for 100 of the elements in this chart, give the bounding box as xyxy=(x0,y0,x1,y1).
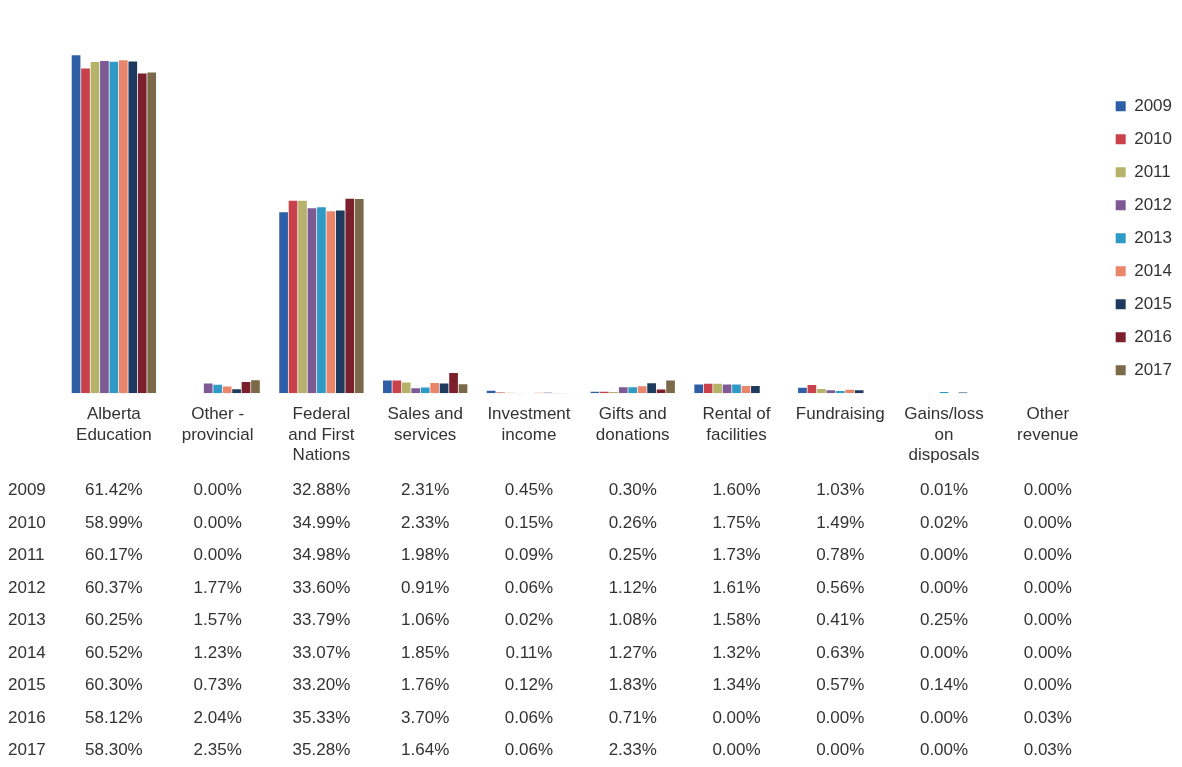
x-tick-label: Federal and First Nations xyxy=(288,404,355,464)
data-label: 0.00% xyxy=(919,740,969,760)
data-label: 1.77% xyxy=(193,577,242,597)
bar xyxy=(392,380,402,394)
data-label: 0.78% xyxy=(816,545,865,565)
data-label: 0.71% xyxy=(608,707,657,727)
data-label: 1.06% xyxy=(401,610,450,630)
bar xyxy=(401,382,411,394)
data-label: 0.56% xyxy=(816,577,865,597)
bar xyxy=(241,382,251,394)
bar xyxy=(288,200,298,394)
x-tick-label: Alberta Education xyxy=(76,404,152,444)
data-label: 0.11% xyxy=(505,642,553,662)
data-label: 58.30% xyxy=(85,740,143,760)
bar xyxy=(345,198,355,394)
data-label: 1.64% xyxy=(401,740,450,760)
data-label: 0.00% xyxy=(1023,642,1072,662)
bar xyxy=(656,389,666,394)
x-tick-label: Fundraising xyxy=(795,404,885,424)
data-label: 1.76% xyxy=(401,675,450,695)
data-label: 0.26% xyxy=(608,512,657,532)
data-label: 0.03% xyxy=(1023,740,1072,760)
data-label: 35.33% xyxy=(292,707,351,727)
bar xyxy=(647,383,656,394)
data-label: 33.20% xyxy=(292,675,351,695)
bar xyxy=(298,200,307,394)
bar xyxy=(420,387,430,394)
legend-label: 2010 xyxy=(1134,128,1173,148)
data-label: 0.63% xyxy=(816,642,865,662)
text: 2015 xyxy=(8,675,46,695)
data-label: 0.00% xyxy=(919,642,969,662)
bar xyxy=(251,380,260,394)
text: 2012 xyxy=(8,577,46,597)
legend-label: 2009 xyxy=(1134,95,1173,115)
data-label: 33.79% xyxy=(292,610,351,630)
x-tick-label: Gifts and donations xyxy=(595,404,670,444)
data-label: 1.49% xyxy=(816,512,865,532)
data-label: 33.07% xyxy=(292,642,351,662)
bar xyxy=(118,60,128,394)
bar xyxy=(854,390,864,394)
data-label: 0.00% xyxy=(919,707,969,727)
bar xyxy=(817,389,826,394)
data-label: 0.00% xyxy=(816,740,865,760)
data-label: 0.09% xyxy=(504,545,554,565)
x-tick-label: Gains/loss on disposals xyxy=(904,404,984,464)
bar xyxy=(100,61,109,394)
data-label: 60.52% xyxy=(85,642,143,662)
bar xyxy=(666,380,675,394)
data-label: 2.33% xyxy=(401,512,450,532)
bar xyxy=(109,61,119,394)
bar xyxy=(81,68,90,394)
data-label: 60.30% xyxy=(85,675,143,695)
data-label: 1.75% xyxy=(712,512,761,532)
data-label: 0.00% xyxy=(1023,545,1072,565)
data-label: 1.73% xyxy=(712,545,761,565)
data-label: 0.00% xyxy=(1023,675,1072,695)
data-label: 2.04% xyxy=(193,707,242,727)
data-label: 1.83% xyxy=(608,675,657,695)
x-tick-label: Other revenue xyxy=(1017,404,1079,444)
data-label: 58.12% xyxy=(85,707,143,727)
bar xyxy=(137,73,147,394)
data-label: 2.31% xyxy=(401,480,450,500)
data-label: 1.61% xyxy=(712,577,761,597)
x-tick-label: Rental of facilities xyxy=(702,404,771,444)
bar xyxy=(637,386,647,394)
data-label: 0.01% xyxy=(919,480,969,500)
data-label: 0.57% xyxy=(816,675,865,695)
data-label: 0.00% xyxy=(1023,610,1072,630)
bar xyxy=(798,387,807,394)
bar xyxy=(722,384,732,394)
bar xyxy=(694,384,704,394)
bar xyxy=(826,390,836,394)
data-label: 2.35% xyxy=(193,740,242,760)
data-label: 1.98% xyxy=(401,545,450,565)
data-label: 2.33% xyxy=(608,740,657,760)
data-label: 0.12% xyxy=(504,675,554,695)
data-label: 0.00% xyxy=(919,577,969,597)
text: 2014 xyxy=(8,642,46,662)
bar xyxy=(751,385,760,394)
data-label: 1.34% xyxy=(712,675,761,695)
bar xyxy=(128,61,138,394)
bar xyxy=(835,391,845,394)
data-label: 0.91% xyxy=(401,577,450,597)
data-label: 0.00% xyxy=(712,707,761,727)
data-label: 0.00% xyxy=(1023,480,1072,500)
text: 2017 xyxy=(8,740,46,760)
data-label: 34.98% xyxy=(292,545,351,565)
text: 2010 xyxy=(8,512,46,532)
data-label: 0.15% xyxy=(504,512,554,532)
bar xyxy=(90,62,100,394)
data-label: 1.12% xyxy=(608,577,657,597)
data-label: 60.25% xyxy=(85,610,143,630)
bar xyxy=(232,389,241,394)
data-label: 0.00% xyxy=(712,740,761,760)
data-label: 32.88% xyxy=(292,480,351,500)
data-label: 58.99% xyxy=(85,512,143,532)
data-label: 1.03% xyxy=(816,480,865,500)
legend-label: 2016 xyxy=(1134,326,1173,346)
data-label: 60.37% xyxy=(85,577,143,597)
data-label: 0.06% xyxy=(504,707,554,727)
